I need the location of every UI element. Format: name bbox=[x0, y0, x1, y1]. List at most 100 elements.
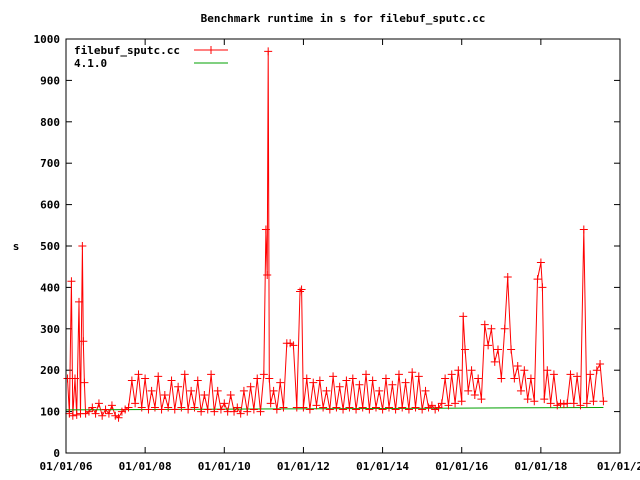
data-point bbox=[141, 374, 150, 383]
data-point bbox=[507, 345, 516, 354]
data-point bbox=[381, 374, 390, 383]
data-point bbox=[226, 391, 235, 400]
data-point bbox=[80, 378, 89, 387]
data-point bbox=[180, 370, 189, 379]
data-point bbox=[592, 366, 601, 375]
data-point bbox=[339, 405, 348, 414]
data-point bbox=[236, 409, 245, 418]
data-point bbox=[207, 370, 216, 379]
data-point bbox=[264, 47, 273, 56]
data-point bbox=[104, 409, 113, 418]
data-point bbox=[269, 386, 278, 395]
data-point bbox=[533, 275, 542, 284]
data-point bbox=[170, 405, 179, 414]
data-point bbox=[75, 297, 84, 306]
data-point bbox=[447, 370, 456, 379]
data-point bbox=[394, 370, 403, 379]
data-point bbox=[84, 407, 93, 416]
series-line-1 bbox=[65, 407, 604, 411]
data-point bbox=[384, 403, 393, 412]
data-point bbox=[543, 366, 552, 375]
data-point bbox=[513, 362, 522, 371]
data-point bbox=[523, 395, 532, 404]
data-point bbox=[216, 405, 225, 414]
data-point bbox=[261, 225, 270, 234]
data-point bbox=[131, 399, 140, 408]
data-point bbox=[70, 374, 79, 383]
data-point bbox=[586, 370, 595, 379]
data-point bbox=[243, 407, 252, 416]
data-point bbox=[414, 372, 423, 381]
data-point bbox=[239, 386, 248, 395]
data-point bbox=[427, 401, 436, 410]
data-point bbox=[342, 376, 351, 385]
data-point bbox=[365, 405, 374, 414]
data-point bbox=[203, 405, 212, 414]
x-tick-label: 01/01/08 bbox=[119, 460, 172, 473]
data-point bbox=[63, 374, 72, 383]
data-point bbox=[312, 401, 321, 410]
data-point bbox=[154, 372, 163, 381]
data-point bbox=[329, 372, 338, 381]
y-tick-label: 400 bbox=[40, 281, 60, 294]
data-point bbox=[569, 399, 578, 408]
data-point bbox=[111, 411, 120, 420]
data-point bbox=[137, 403, 146, 412]
data-point bbox=[78, 242, 87, 250]
data-point bbox=[520, 366, 529, 375]
data-point bbox=[91, 409, 100, 418]
data-point bbox=[213, 386, 222, 395]
data-point bbox=[431, 405, 440, 414]
data-point bbox=[404, 405, 413, 414]
data-point bbox=[286, 339, 295, 348]
data-point bbox=[220, 399, 229, 408]
data-point bbox=[256, 407, 265, 416]
data-point bbox=[164, 403, 173, 412]
data-point bbox=[88, 403, 97, 412]
data-point bbox=[516, 386, 525, 395]
data-point bbox=[480, 320, 489, 329]
y-tick-label: 800 bbox=[40, 116, 60, 129]
data-point bbox=[566, 370, 575, 379]
y-tick-label: 1000 bbox=[34, 33, 61, 46]
data-point bbox=[210, 407, 219, 416]
data-point bbox=[246, 382, 255, 391]
x-tick-label: 01/01/06 bbox=[40, 460, 93, 473]
data-point bbox=[265, 374, 274, 383]
legend-marker bbox=[207, 46, 215, 54]
data-point bbox=[68, 411, 77, 420]
data-point bbox=[553, 401, 562, 410]
data-point bbox=[437, 399, 446, 408]
data-point bbox=[408, 368, 417, 377]
series-line-0 bbox=[67, 51, 604, 419]
data-point bbox=[451, 399, 460, 408]
data-point bbox=[540, 395, 549, 404]
data-point bbox=[177, 403, 186, 412]
data-point bbox=[467, 366, 476, 375]
legend-label: 4.1.0 bbox=[74, 57, 107, 70]
data-point bbox=[67, 277, 76, 286]
data-point bbox=[302, 374, 311, 383]
data-point bbox=[325, 405, 334, 414]
data-point bbox=[190, 403, 199, 412]
data-point bbox=[150, 403, 159, 412]
x-tick-label: 01/01/18 bbox=[514, 460, 567, 473]
data-point bbox=[124, 403, 133, 412]
data-point bbox=[599, 397, 608, 406]
y-tick-label: 200 bbox=[40, 364, 60, 377]
data-point bbox=[589, 397, 598, 406]
data-point bbox=[233, 403, 242, 412]
data-point bbox=[538, 283, 547, 292]
data-point bbox=[510, 374, 519, 383]
data-point bbox=[421, 386, 430, 395]
y-tick-label: 0 bbox=[53, 447, 60, 460]
data-point bbox=[358, 403, 367, 412]
data-point bbox=[355, 380, 364, 389]
data-point bbox=[497, 374, 506, 383]
data-point bbox=[289, 341, 298, 350]
data-point bbox=[299, 403, 308, 412]
data-point bbox=[391, 405, 400, 414]
data-point bbox=[573, 372, 582, 381]
y-axis-label: s bbox=[13, 240, 20, 253]
